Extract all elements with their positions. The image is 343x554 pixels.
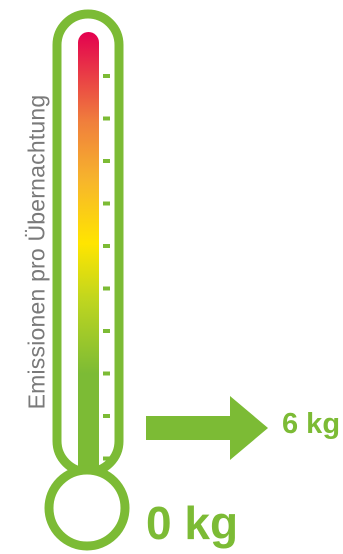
- arrow-shaft: [146, 416, 234, 440]
- scale-tick: [103, 159, 110, 163]
- scale-tick: [103, 201, 110, 206]
- scale-tick: [103, 286, 110, 291]
- scale-tick: [103, 116, 110, 121]
- axis-label: Emissionen pro Übernachtung: [23, 94, 50, 410]
- scale-tick: [103, 414, 110, 418]
- scale-tick: [103, 371, 110, 376]
- thermometer-scale-ticks: [103, 74, 110, 461]
- thermometer-bulb: [44, 465, 130, 551]
- scale-tick: [103, 74, 110, 78]
- emission-value-label: 6 kg: [282, 408, 341, 440]
- scale-tick: [103, 456, 110, 461]
- scale-tick: [103, 329, 110, 333]
- baseline-value-label: 0 kg: [146, 497, 239, 549]
- arrow-head: [230, 396, 268, 460]
- scale-tick: [103, 244, 110, 248]
- thermometer-mercury: [78, 32, 99, 482]
- arrow-right-icon: [146, 396, 268, 460]
